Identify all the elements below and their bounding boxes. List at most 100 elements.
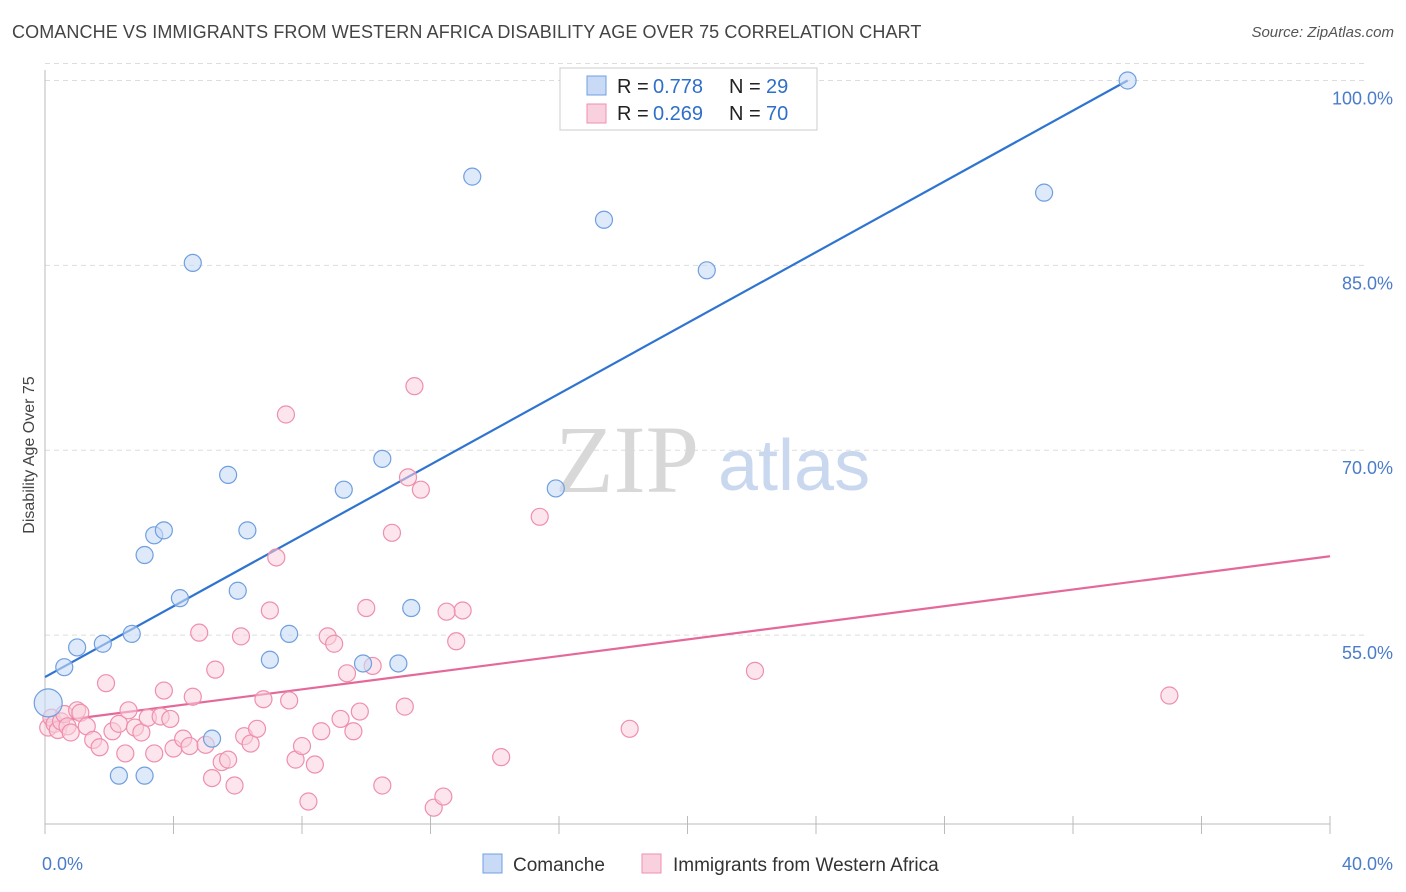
point-immigrants-52: [331, 709, 350, 729]
point-immigrants-61: [398, 468, 418, 487]
point-immigrants-35: [225, 776, 244, 795]
point-comanche-25: [594, 210, 614, 229]
point-immigrants-67: [453, 601, 472, 620]
point-immigrants-40: [254, 690, 273, 709]
points-comanche: [33, 71, 1137, 785]
legend-n-label-immigrants: N =: [729, 103, 761, 125]
point-immigrants-44: [280, 691, 299, 710]
point-immigrants-36: [231, 627, 251, 646]
point-immigrants-12: [90, 738, 109, 757]
x-tick-labels: 0.0% 40.0%: [42, 854, 1393, 874]
legend-r-value-immigrants: 0.269: [653, 103, 703, 125]
point-immigrants-55: [350, 702, 369, 721]
point-comanche-15: [238, 521, 257, 540]
point-comanche-7: [135, 545, 154, 565]
y-tick-label-3: 100.0%: [1332, 88, 1393, 108]
bottom-legend: Comanche Immigrants from Western Africa: [482, 853, 939, 876]
point-comanche-6: [135, 766, 154, 785]
point-immigrants-47: [299, 792, 318, 811]
point-immigrants-24: [161, 709, 180, 729]
point-comanche-26: [697, 261, 716, 280]
point-immigrants-72: [1160, 686, 1179, 705]
point-immigrants-65: [434, 787, 453, 806]
trend-lines: [44, 79, 1331, 724]
y-tick-labels: 55.0% 70.0% 85.0% 100.0%: [1332, 88, 1393, 663]
legend-swatch-immigrants: [586, 103, 607, 124]
point-immigrants-62: [405, 377, 424, 396]
point-comanche-10: [170, 589, 190, 608]
x-tick-label-1: 40.0%: [1342, 854, 1393, 874]
point-comanche-13: [219, 465, 238, 484]
point-comanche-11: [183, 253, 202, 273]
point-immigrants-60: [395, 697, 414, 716]
point-comanche-28: [1118, 71, 1137, 90]
point-immigrants-41: [260, 601, 279, 620]
y-axis-label: Disability Age Over 75: [21, 376, 38, 534]
point-immigrants-31: [202, 768, 222, 788]
point-immigrants-46: [292, 736, 312, 756]
point-immigrants-70: [530, 507, 549, 526]
point-immigrants-59: [382, 523, 402, 542]
point-comanche-20: [373, 449, 392, 468]
source-label: Source: ZipAtlas.com: [1251, 24, 1394, 41]
legend-swatch-comanche: [586, 75, 607, 96]
point-comanche-16: [260, 650, 279, 669]
watermark-zip: ZIP: [555, 406, 699, 513]
point-comanche-17: [280, 624, 299, 643]
chart-title: COMANCHE VS IMMIGRANTS FROM WESTERN AFRI…: [12, 22, 922, 42]
point-immigrants-63: [411, 480, 430, 499]
legend-r-label-immigrants: R =: [617, 103, 649, 125]
point-immigrants-66: [447, 632, 466, 651]
point-immigrants-27: [180, 736, 199, 756]
point-immigrants-71: [745, 661, 765, 680]
point-immigrants-51: [325, 634, 344, 653]
point-immigrants-39: [247, 719, 267, 738]
bottom-legend-swatch-immigrants: [641, 853, 662, 874]
point-comanche-27: [1034, 183, 1054, 202]
point-immigrants-53: [337, 664, 357, 683]
point-immigrants-23: [154, 681, 173, 700]
trendline-comanche: [44, 79, 1129, 678]
point-comanche-3: [93, 634, 112, 653]
legend-n-label-comanche: N =: [729, 76, 761, 98]
point-immigrants-28: [183, 687, 202, 706]
legend-n-value-immigrants: 70: [766, 103, 788, 125]
point-comanche-0: [33, 688, 63, 718]
point-comanche-19: [353, 654, 373, 673]
point-immigrants-16: [116, 744, 135, 763]
point-comanche-2: [68, 638, 87, 657]
point-comanche-12: [202, 729, 222, 748]
point-immigrants-48: [305, 755, 324, 774]
watermark-atlas: atlas: [718, 426, 870, 506]
points-immigrants: [39, 377, 1179, 817]
legend-r-label-comanche: R =: [617, 76, 649, 98]
point-comanche-23: [463, 167, 482, 186]
point-immigrants-43: [276, 405, 296, 424]
legend-n-value-comanche: 29: [766, 76, 788, 98]
point-immigrants-73: [437, 602, 456, 621]
point-comanche-24: [546, 479, 565, 498]
point-immigrants-54: [344, 722, 363, 741]
point-comanche-22: [402, 598, 421, 618]
point-immigrants-58: [373, 776, 392, 795]
x-tick-label-0: 0.0%: [42, 854, 83, 874]
point-comanche-21: [389, 654, 408, 673]
legend-r-value-comanche: 0.778: [653, 76, 703, 98]
stats-legend: R = 0.778 N = 29 R = 0.269 N = 70: [559, 67, 818, 131]
point-comanche-9: [154, 521, 173, 540]
point-comanche-14: [228, 581, 247, 600]
point-immigrants-34: [219, 750, 238, 769]
bottom-legend-swatch-comanche: [482, 853, 503, 874]
point-comanche-1: [55, 658, 74, 677]
point-comanche-4: [122, 624, 141, 643]
point-immigrants-7: [61, 723, 80, 742]
point-immigrants-69: [620, 719, 639, 738]
grid-lines: [45, 62, 1365, 636]
y-tick-label-1: 70.0%: [1342, 458, 1393, 478]
y-tick-label-2: 85.0%: [1342, 273, 1393, 293]
y-tick-label-0: 55.0%: [1342, 643, 1393, 663]
point-immigrants-56: [357, 598, 376, 618]
point-immigrants-17: [119, 701, 138, 720]
point-immigrants-29: [190, 623, 209, 642]
